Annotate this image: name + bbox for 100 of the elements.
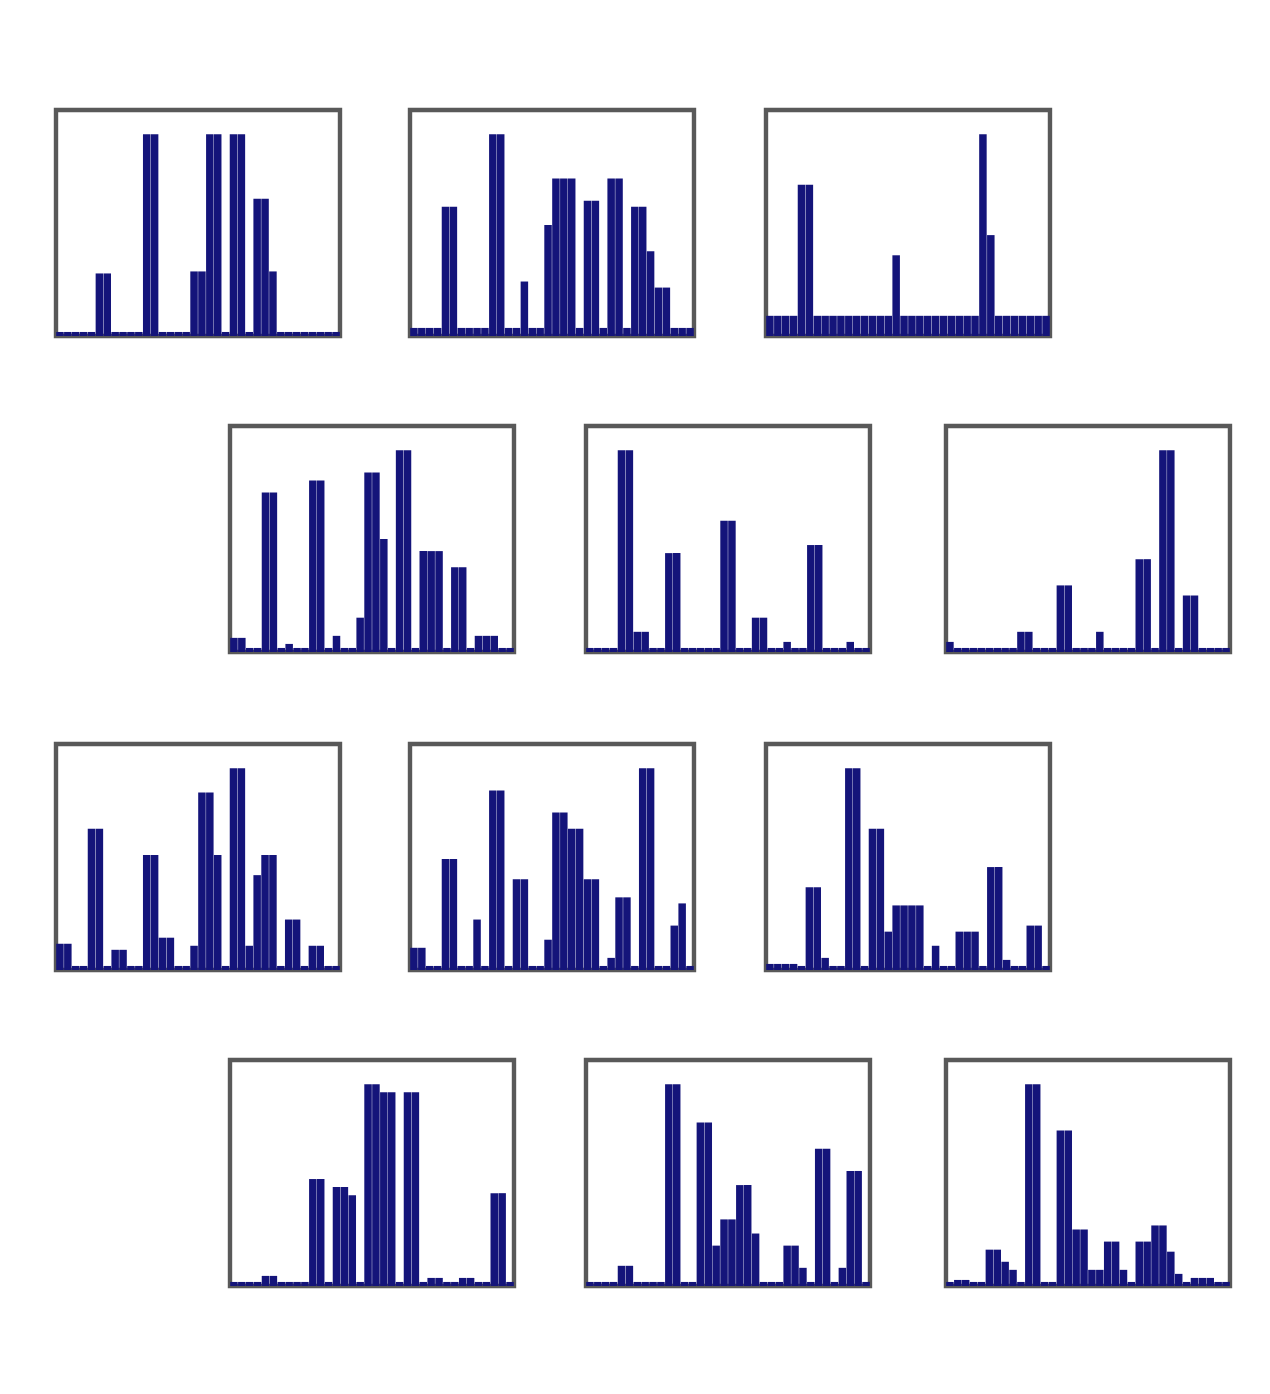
bar [410,327,418,336]
bar [791,1245,799,1286]
bar [427,1277,435,1286]
bar [751,617,760,652]
bar [387,1092,396,1286]
bar [441,206,450,336]
bar [1042,315,1050,336]
bar [783,1245,791,1286]
bar [672,1084,681,1286]
bar [766,963,774,970]
bar [860,315,869,336]
bar [821,315,829,336]
bar [617,450,626,652]
bar [994,867,1003,970]
bar [908,905,916,970]
bar [625,1265,634,1286]
bar [961,1279,970,1286]
bar [631,206,639,336]
bar [466,1277,475,1286]
bar [103,273,112,336]
bar [955,931,964,970]
bar [985,1249,994,1286]
bar [285,643,293,652]
bar [845,768,853,970]
bar [625,450,634,652]
bar [520,879,529,970]
bar [316,945,325,970]
bar [837,315,845,336]
bar [206,792,214,970]
bar [403,450,412,652]
bar [119,949,127,970]
bar [425,327,434,336]
bar [1159,1225,1167,1286]
bar [229,768,238,970]
bar [237,134,246,336]
bar [1026,315,1035,336]
bar [520,281,529,336]
bar [1034,315,1042,336]
bar [591,200,600,336]
bar [807,545,815,652]
bar [783,641,791,652]
bar [1018,315,1027,336]
bar [720,1219,728,1286]
bar [846,1170,855,1286]
bar [372,1084,380,1286]
bar [1080,1229,1088,1286]
bar [1056,1130,1065,1286]
bar [868,828,877,970]
bar [916,315,924,336]
bar [892,255,900,336]
bar [308,945,317,970]
bar [805,887,814,970]
bar [876,315,885,336]
bar [340,1187,349,1286]
bar [1159,450,1167,652]
bar [238,637,246,652]
bar [1002,315,1011,336]
bar [696,1122,705,1286]
bar [552,812,560,970]
bar [672,553,681,652]
bar [1111,1241,1120,1286]
bar [931,945,940,970]
bar [759,617,768,652]
bar [95,828,104,970]
bar [490,635,499,652]
bar [963,931,971,970]
bar [418,947,426,970]
bar [1025,631,1033,652]
bar [1032,1084,1041,1286]
bar [846,641,855,652]
bar [449,206,458,336]
bar [142,134,151,336]
bar [380,1092,388,1286]
bar [1190,1277,1199,1286]
bar [496,134,505,336]
bar [261,1275,270,1286]
bar [1026,925,1035,970]
bar [490,1193,499,1286]
bar [269,492,278,652]
bar [1135,559,1144,652]
bar [1010,315,1019,336]
bar [946,641,954,652]
bar [1009,1269,1017,1286]
bar [829,315,837,336]
bar [1135,1241,1144,1286]
bar [309,480,317,652]
bar [451,567,459,652]
bar [845,315,853,336]
bar [638,768,647,970]
bar [954,1279,962,1286]
bar [662,287,671,336]
bar [261,854,269,970]
bar [805,184,814,336]
bar [947,315,956,336]
bar [316,480,325,652]
bar [591,879,600,970]
bar [95,273,104,336]
bar [797,184,806,336]
bar [292,919,301,970]
bar [814,545,823,652]
